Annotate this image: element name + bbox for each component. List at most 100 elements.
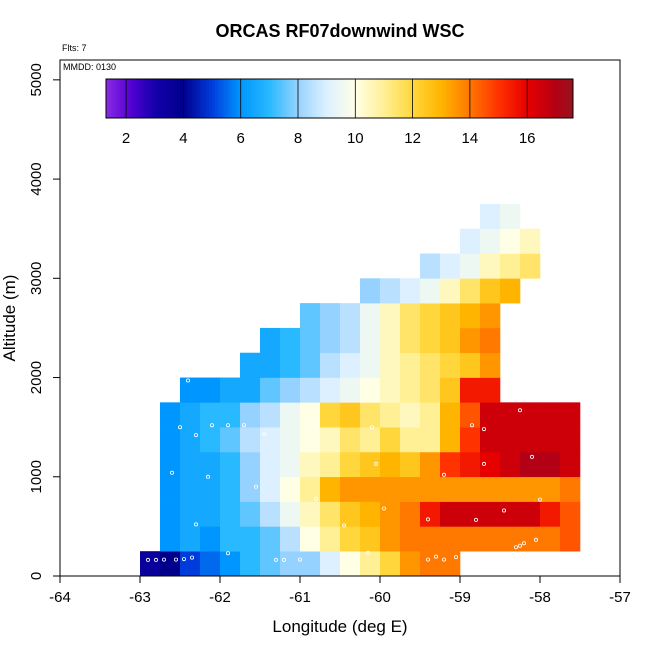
heatmap-cell	[380, 551, 401, 577]
colorbar-segment	[421, 79, 425, 118]
heatmap-cell	[160, 451, 181, 478]
colorbar-segment	[429, 79, 434, 118]
colorbar-segment	[286, 79, 290, 118]
heatmap-cell	[480, 451, 501, 478]
flight-point	[169, 470, 174, 475]
colorbar-segment	[507, 79, 511, 118]
heatmap-cell	[160, 501, 181, 527]
colorbar-segment	[300, 79, 305, 118]
date-note: MMDD: 0130	[63, 62, 116, 72]
heatmap-cell	[180, 551, 201, 577]
heatmap-cell	[340, 551, 361, 577]
flight-point	[514, 545, 519, 550]
heatmap-cell	[460, 451, 481, 478]
heatmap-cell	[300, 501, 321, 527]
colorbar-segment	[217, 79, 222, 118]
flight-point	[153, 557, 158, 562]
flight-point	[273, 557, 278, 562]
colorbar-segment	[229, 79, 233, 118]
chart-title: ORCAS RF07downwind WSC	[216, 21, 465, 41]
heatmap-cell	[240, 451, 261, 478]
heatmap-cell	[200, 402, 221, 428]
colorbar-segment	[532, 79, 537, 118]
heatmap-cell	[440, 551, 461, 577]
colorbar-segment	[272, 79, 276, 118]
heatmap-cell	[300, 327, 321, 354]
colorbar-segment	[280, 79, 285, 118]
colorbar-segment	[343, 79, 348, 118]
heatmap-cell	[260, 451, 281, 478]
colorbar-segment	[326, 79, 330, 118]
colorbar-segment	[395, 79, 399, 118]
heatmap-cell	[360, 476, 381, 502]
heatmap-cell	[380, 451, 401, 478]
heatmap-cell	[460, 303, 481, 329]
colorbar-segment	[346, 79, 350, 118]
heatmap-cell	[360, 427, 381, 453]
heatmap-cell	[520, 451, 541, 478]
colorbar-segment	[464, 79, 468, 118]
flight-point	[193, 522, 198, 527]
colorbar-segment	[154, 79, 158, 118]
colorbar-segment	[277, 79, 282, 118]
colorbar-segment	[527, 79, 531, 118]
colorbar-segment	[306, 79, 310, 118]
colorbar-segment	[498, 79, 502, 118]
colorbar-segment	[232, 79, 236, 118]
colorbar-segment	[240, 79, 244, 118]
heatmap-cell	[280, 476, 301, 502]
heatmap-cell	[420, 476, 441, 502]
heatmap-cell	[520, 402, 541, 428]
flight-point	[505, 361, 510, 366]
flight-point	[425, 557, 430, 562]
colorbar-segment	[309, 79, 313, 118]
heatmap-cell	[240, 352, 261, 378]
colorbar-segment	[140, 79, 144, 118]
heatmap-cell	[460, 402, 481, 428]
heatmap-cell	[400, 427, 421, 453]
colorbar-segment	[200, 79, 204, 118]
flight-point	[313, 496, 318, 501]
flight-point	[518, 543, 523, 548]
heatmap-cell	[500, 451, 521, 478]
colorbar-segment	[283, 79, 287, 118]
flight-point	[534, 537, 539, 542]
colorbar-segment	[570, 79, 574, 118]
heatmap-cell	[320, 501, 341, 527]
colorbar-segment	[226, 79, 230, 118]
x-tick-label: -62	[209, 589, 231, 606]
y-axis-title: Altitude (m)	[0, 275, 19, 362]
colorbar-segment	[186, 79, 190, 118]
flight-point	[433, 554, 438, 559]
colorbar-segment	[524, 79, 528, 118]
heatmap-cell	[200, 551, 221, 577]
colorbar-segment	[234, 79, 239, 118]
colorbar-segment	[243, 79, 247, 118]
flight-point	[145, 557, 150, 562]
y-tick-label: 1000	[28, 460, 45, 493]
heatmap-cell	[320, 352, 341, 378]
colorbar-segment	[289, 79, 293, 118]
heatmap-cell	[340, 451, 361, 478]
heatmap-cell	[220, 427, 241, 453]
colorbar-segment	[392, 79, 396, 118]
heatmap-cell	[260, 427, 281, 453]
heatmap-cell	[300, 476, 321, 502]
heatmap-cell	[400, 501, 421, 527]
colorbar: 2 4 6 8 10 12 14 16	[105, 78, 574, 147]
colorbar-segment	[398, 79, 402, 118]
colorbar-segment	[148, 79, 153, 118]
colorbar-segment	[338, 79, 342, 118]
heatmap-cell	[240, 501, 261, 527]
colorbar-segment	[194, 79, 199, 118]
flight-point	[518, 408, 523, 413]
colorbar-segment	[383, 79, 388, 118]
heatmap-cell	[360, 352, 381, 378]
colorbar-segment	[360, 79, 365, 118]
heatmap-cell	[360, 551, 381, 577]
x-axis: -64 -63 -62 -61 -60 -59 -58 -57	[49, 576, 631, 606]
colorbar-segment	[432, 79, 436, 118]
colorbar-segment	[203, 79, 207, 118]
heatmap-cell	[300, 377, 321, 403]
colorbar-segment	[131, 79, 136, 118]
